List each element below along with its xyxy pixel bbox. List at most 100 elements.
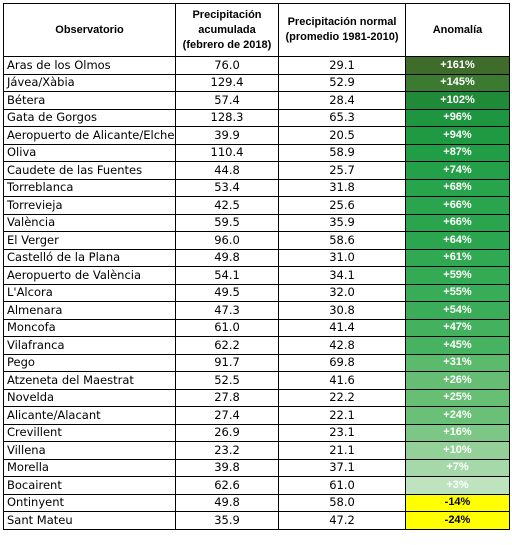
anomalia-cell: +59% [405, 266, 510, 285]
precipitacion-acumulada-cell: 42.5 [175, 196, 279, 215]
precipitacion-acumulada-cell: 26.9 [175, 423, 279, 442]
observatorio-cell: Castelló de la Plana [3, 248, 176, 267]
table-row: Pego 91.7 69.8 +31% [3, 353, 510, 372]
observatorio-cell: Torrevieja [3, 196, 176, 215]
observatorio-cell: Vilafranca [3, 336, 176, 355]
observatorio-cell: Oliva [3, 143, 176, 162]
table-row: Villena 23.2 21.1 +10% [3, 441, 510, 460]
header-acumulada-line-2: acumulada [198, 23, 256, 36]
observatorio-cell: Crevillent [3, 423, 176, 442]
anomalia-cell: +25% [405, 388, 510, 407]
observatorio-cell: Pego [3, 353, 176, 372]
table-row: Jávea/Xàbia 129.4 52.9 +145% [3, 73, 510, 92]
precipitacion-normal-cell: 28.4 [278, 91, 406, 110]
precipitacion-normal-cell: 58.0 [278, 493, 406, 512]
header-precipitacion-acumulada: Precipitación acumulada (febrero de 2018… [175, 3, 279, 57]
observatorio-cell: El Verger [3, 231, 176, 250]
precipitacion-normal-cell: 31.0 [278, 248, 406, 267]
observatorio-cell: València [3, 213, 176, 232]
observatorio-cell: Villena [3, 441, 176, 460]
precipitacion-normal-cell: 31.8 [278, 178, 406, 197]
observatorio-cell: Caudete de las Fuentes [3, 161, 176, 180]
anomalia-cell: +64% [405, 231, 510, 250]
precipitacion-acumulada-cell: 91.7 [175, 353, 279, 372]
precipitacion-acumulada-cell: 61.0 [175, 318, 279, 337]
precipitacion-normal-cell: 58.6 [278, 231, 406, 250]
precipitacion-normal-cell: 35.9 [278, 213, 406, 232]
precipitacion-normal-cell: 42.8 [278, 336, 406, 355]
anomalia-cell: +145% [405, 73, 510, 92]
precipitacion-normal-cell: 23.1 [278, 423, 406, 442]
table-row: Castelló de la Plana 49.8 31.0 +61% [3, 248, 510, 267]
observatorio-cell: Almenara [3, 301, 176, 320]
anomalia-cell: +74% [405, 161, 510, 180]
precipitacion-normal-cell: 41.6 [278, 371, 406, 390]
precipitacion-acumulada-cell: 49.5 [175, 283, 279, 302]
observatorio-cell: Aras de los Olmos [3, 56, 176, 75]
table-row: Oliva 110.4 58.9 +87% [3, 143, 510, 162]
observatorio-cell: Aeropuerto de Alicante/Elche [3, 126, 176, 145]
anomalia-cell: +26% [405, 371, 510, 390]
anomalia-cell: +47% [405, 318, 510, 337]
table-row: Torreblanca 53.4 31.8 +68% [3, 178, 510, 197]
observatorio-cell: Sant Mateu [3, 511, 176, 530]
observatorio-cell: Jávea/Xàbia [3, 73, 176, 92]
precipitacion-acumulada-cell: 39.8 [175, 458, 279, 477]
anomalia-cell: +31% [405, 353, 510, 372]
header-observatorio-line: Observatorio [55, 23, 124, 36]
anomalia-cell: +161% [405, 56, 510, 75]
precipitacion-normal-cell: 52.9 [278, 73, 406, 92]
precipitacion-acumulada-cell: 53.4 [175, 178, 279, 197]
table-row: Morella 39.8 37.1 +7% [3, 458, 510, 477]
observatorio-cell: Bocairent [3, 476, 176, 495]
table-row: Aeropuerto de València 54.1 34.1 +59% [3, 266, 510, 285]
anomalia-cell: +102% [405, 91, 510, 110]
header-normal-line-2: (promedio 1981-2010) [285, 31, 399, 43]
header-observatorio: Observatorio [3, 3, 176, 57]
table-row: Vilafranca 62.2 42.8 +45% [3, 336, 510, 355]
precipitacion-normal-cell: 34.1 [278, 266, 406, 285]
precipitacion-normal-cell: 22.1 [278, 406, 406, 425]
observatorio-cell: Bétera [3, 91, 176, 110]
precipitacion-acumulada-cell: 49.8 [175, 248, 279, 267]
header-precipitacion-normal: Precipitación normal (promedio 1981-2010… [278, 3, 406, 57]
anomalia-cell: +24% [405, 406, 510, 425]
table-row: Torrevieja 42.5 25.6 +66% [3, 196, 510, 215]
precipitacion-acumulada-cell: 27.4 [175, 406, 279, 425]
table-row: Bétera 57.4 28.4 +102% [3, 91, 510, 110]
anomalia-cell: +45% [405, 336, 510, 355]
anomalia-cell: +3% [405, 476, 510, 495]
anomalia-cell: +16% [405, 423, 510, 442]
precipitacion-normal-cell: 20.5 [278, 126, 406, 145]
precipitacion-acumulada-cell: 35.9 [175, 511, 279, 530]
table-row: Sant Mateu 35.9 47.2 -24% [3, 511, 510, 530]
precipitacion-normal-cell: 69.8 [278, 353, 406, 372]
table-row: Almenara 47.3 30.8 +54% [3, 301, 510, 320]
precipitacion-acumulada-cell: 27.8 [175, 388, 279, 407]
precipitacion-acumulada-cell: 23.2 [175, 441, 279, 460]
anomalia-cell: +68% [405, 178, 510, 197]
precipitacion-acumulada-cell: 110.4 [175, 143, 279, 162]
precipitacion-normal-cell: 30.8 [278, 301, 406, 320]
precipitacion-acumulada-cell: 49.8 [175, 493, 279, 512]
table-row: Aras de los Olmos 76.0 29.1 +161% [3, 56, 510, 75]
observatorio-cell: Moncofa [3, 318, 176, 337]
header-acumulada-line-1: Precipitación [192, 8, 262, 21]
table-row: Ontinyent 49.8 58.0 -14% [3, 493, 510, 512]
precipitacion-acumulada-cell: 59.5 [175, 213, 279, 232]
anomalia-cell: +87% [405, 143, 510, 162]
anomalia-cell: +54% [405, 301, 510, 320]
table-row: Novelda 27.8 22.2 +25% [3, 388, 510, 407]
precipitacion-normal-cell: 58.9 [278, 143, 406, 162]
precipitacion-acumulada-cell: 76.0 [175, 56, 279, 75]
anomalia-cell: -24% [405, 511, 510, 530]
observatorio-cell: L'Alcora [3, 283, 176, 302]
observatorio-cell: Aeropuerto de València [3, 266, 176, 285]
anomalia-cell: +94% [405, 126, 510, 145]
table-row: Crevillent 26.9 23.1 +16% [3, 423, 510, 442]
table-row: Atzeneta del Maestrat 52.5 41.6 +26% [3, 371, 510, 390]
table-row: Moncofa 61.0 41.4 +47% [3, 318, 510, 337]
precipitation-table-container: Observatorio Precipitación acumulada (fe… [3, 3, 510, 530]
observatorio-cell: Gata de Gorgos [3, 108, 176, 127]
anomalia-cell: +96% [405, 108, 510, 127]
